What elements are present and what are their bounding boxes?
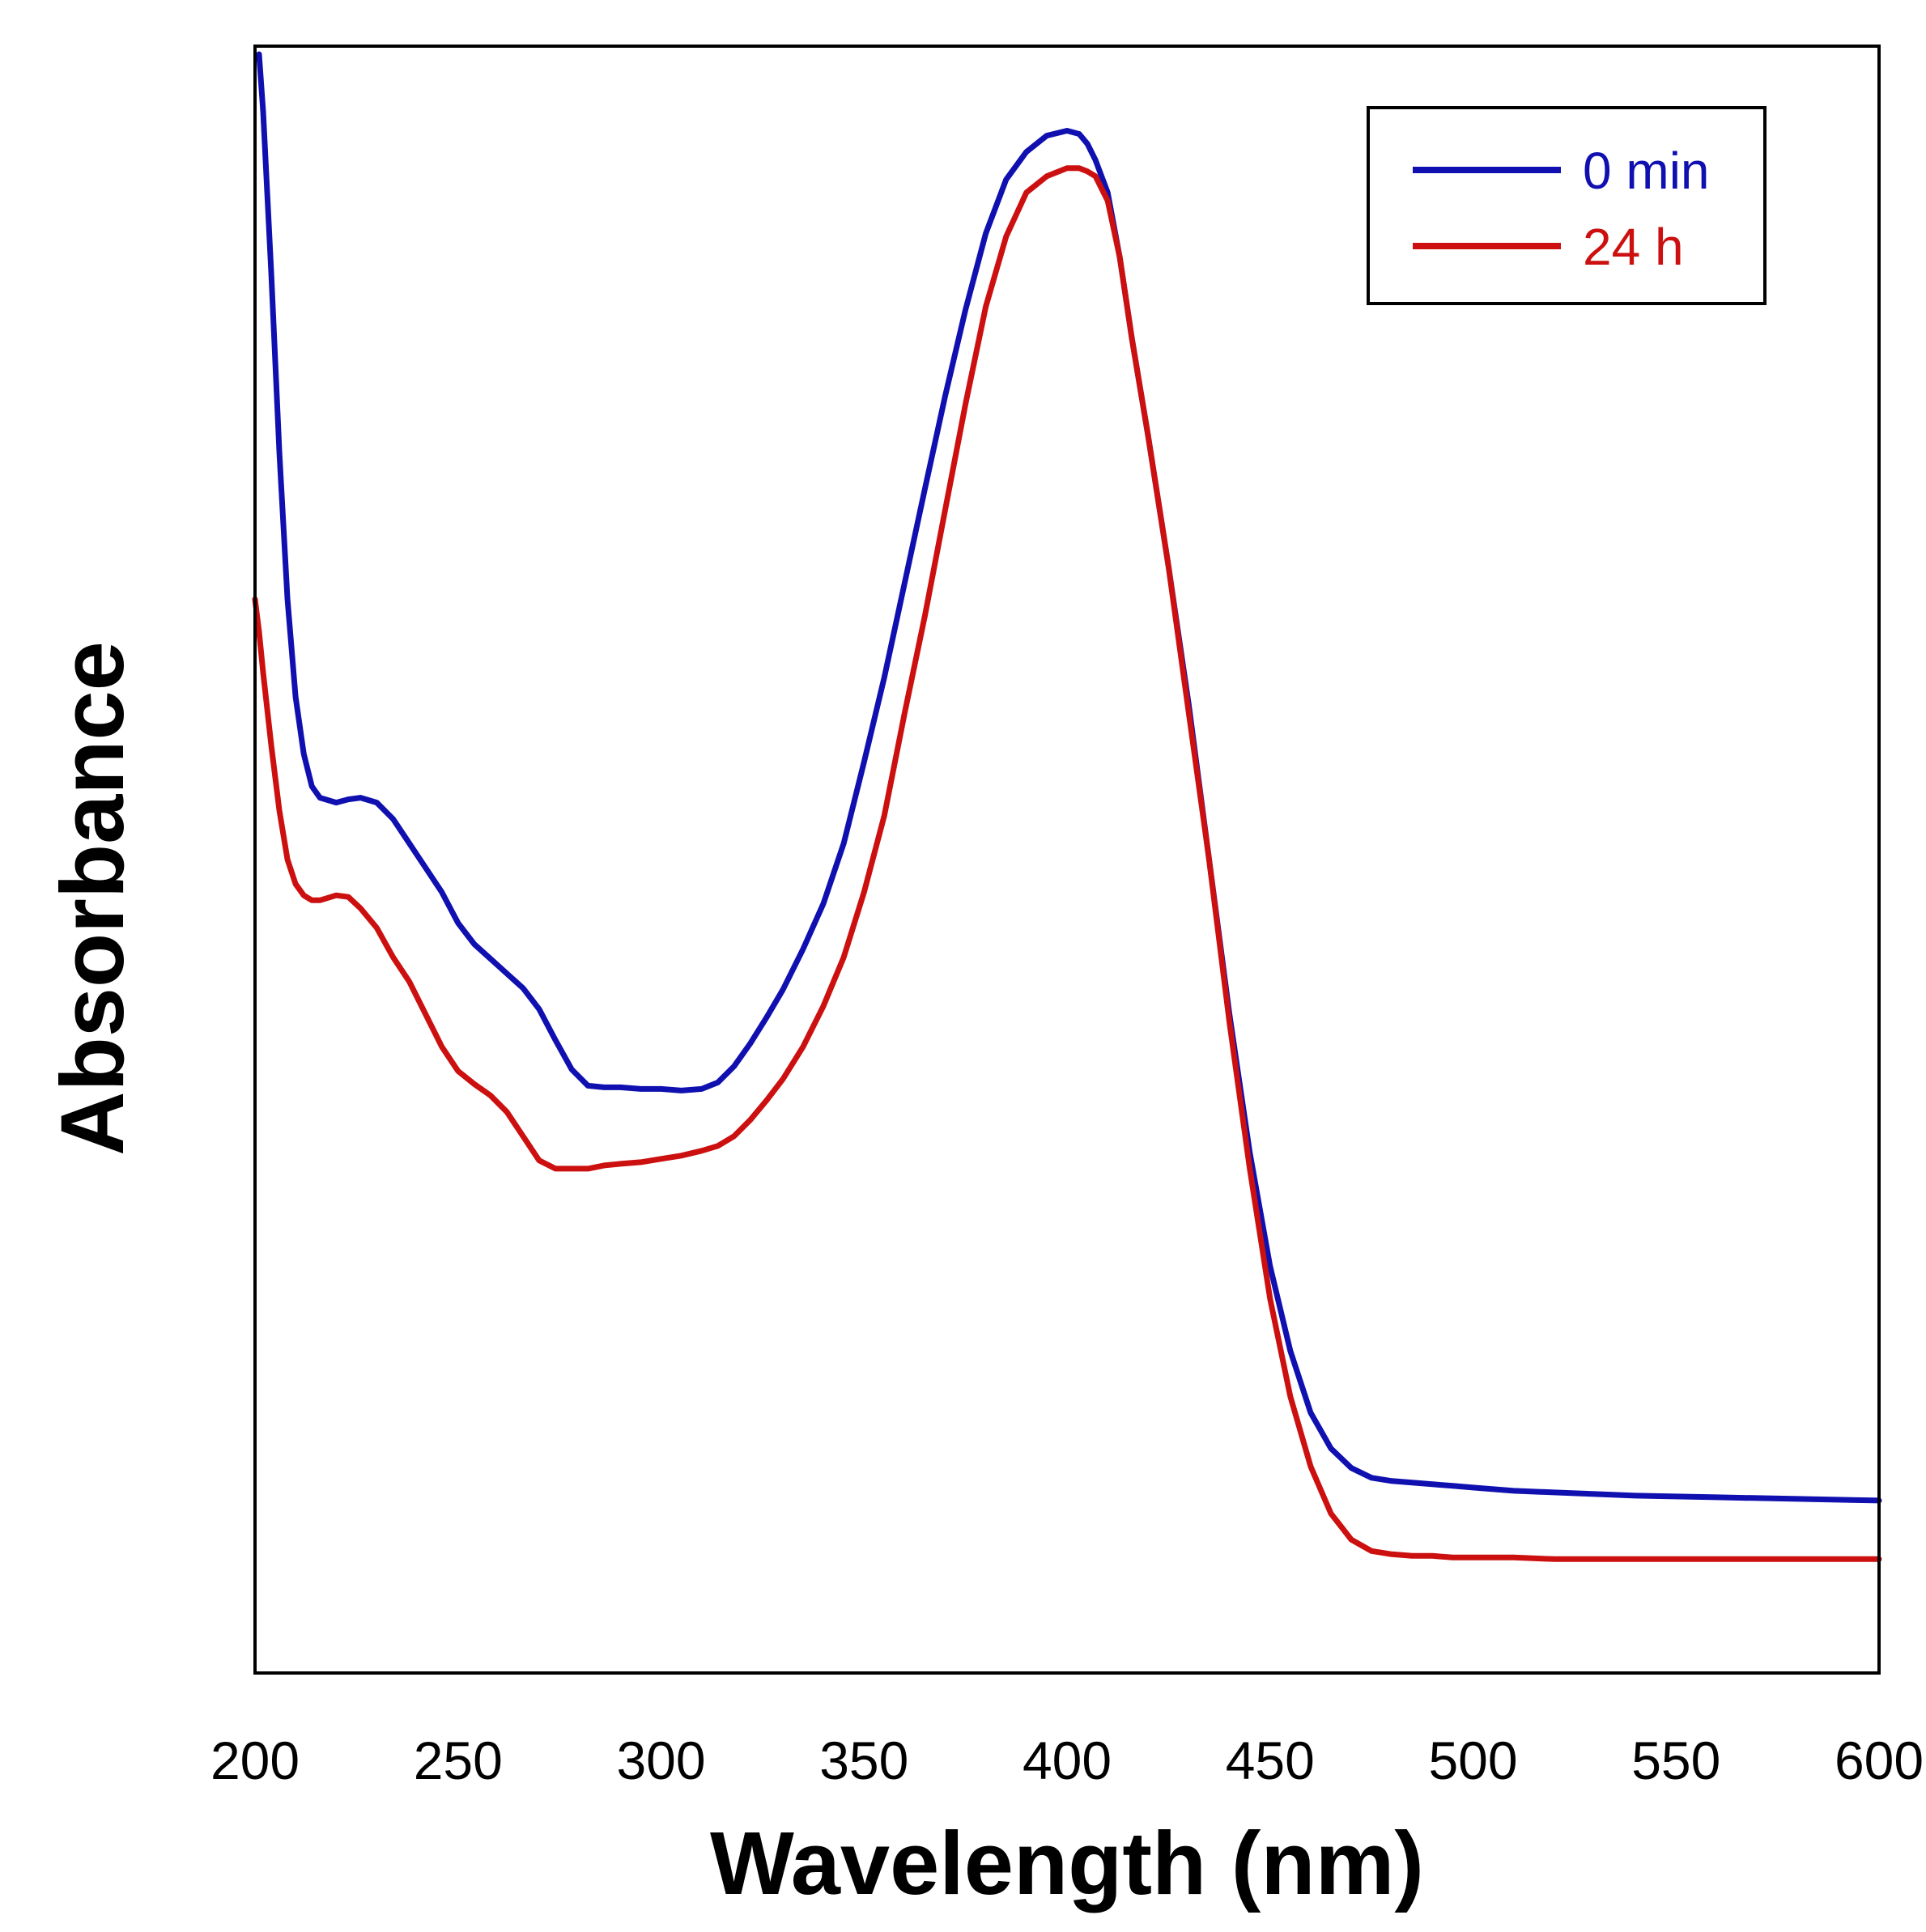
x-tick-label-500: 500 <box>1428 1730 1517 1790</box>
x-tick-label-550: 550 <box>1631 1730 1720 1790</box>
x-tick-label-350: 350 <box>819 1730 908 1790</box>
x-tick-label-300: 300 <box>616 1730 705 1790</box>
plot-frame <box>253 45 1881 1675</box>
x-axis-title: Wavelength (nm) <box>710 1814 1424 1913</box>
series-layer <box>252 51 1882 1562</box>
x-tick-label-250: 250 <box>414 1730 503 1790</box>
series-line-0-min <box>256 51 1882 1504</box>
x-tick-labels: 200 250 300 350 400 450 500 550 600 <box>210 1730 1924 1790</box>
legend-box <box>1367 106 1767 305</box>
x-tick-label-200: 200 <box>210 1730 300 1790</box>
legend: 0 min 24 h <box>1367 106 1767 305</box>
series-line-24-h <box>252 165 1882 1562</box>
legend-label-24-h: 24 h <box>1583 218 1684 276</box>
x-tick-label-600: 600 <box>1835 1730 1924 1790</box>
x-tick-label-450: 450 <box>1226 1730 1315 1790</box>
x-tick-label-400: 400 <box>1023 1730 1112 1790</box>
legend-label-0-min: 0 min <box>1583 142 1710 200</box>
y-axis-title: Absorbance <box>43 641 142 1156</box>
